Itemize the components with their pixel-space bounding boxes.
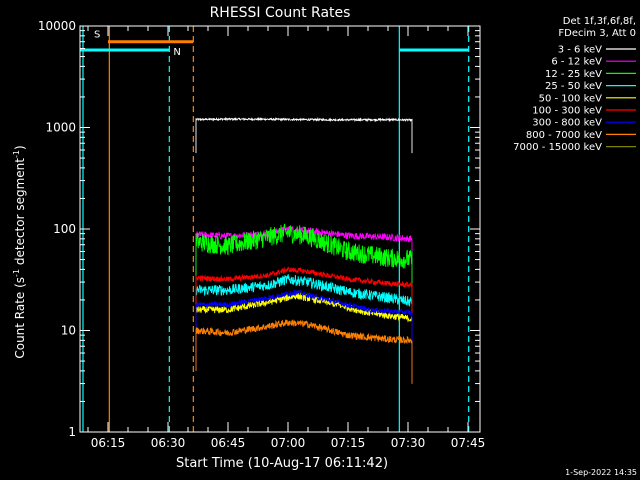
legend-label: 25 - 50 keV [545, 81, 602, 92]
series-line-8 [195, 319, 413, 384]
legend-label: 100 - 300 keV [532, 106, 602, 117]
series-line-1 [195, 116, 413, 154]
x-tick-label: 07:45 [451, 436, 486, 450]
legend-label: 6 - 12 keV [551, 57, 602, 68]
generation-timestamp: 1-Sep-2022 14:35 [565, 468, 637, 477]
chart-title: RHESSI Count Rates [210, 5, 351, 21]
y-tick-label: 10 [61, 324, 76, 338]
series-line-6 [195, 266, 413, 384]
y-tick-label: 10000 [38, 19, 76, 33]
legend-label: 7000 - 15000 keV [513, 142, 602, 153]
series-line-3 [195, 223, 413, 384]
legend-label: 12 - 25 keV [545, 69, 602, 80]
y-tick-label: 1000 [45, 121, 76, 135]
series-line-5 [195, 292, 413, 384]
x-tick-label: 06:15 [91, 436, 126, 450]
legend-header: FDecim 3, Att 0 [558, 28, 636, 39]
flag-label-S: S [94, 30, 100, 41]
legend-label: 300 - 800 keV [532, 118, 602, 129]
series-line-7 [195, 289, 413, 384]
x-axis-label: Start Time (10-Aug-17 06:11:42) [176, 456, 388, 471]
axes-layer: 1 10 100 1000 10000 06:15 06:30 06:45 07:00 07:15… [38, 19, 485, 450]
x-tick-label: 07:00 [271, 436, 306, 450]
series-line-4 [195, 274, 413, 384]
data-layer: SN [80, 26, 470, 432]
legend-label: 3 - 6 keV [558, 45, 602, 56]
legend: Det 1f,3f,6f,8f,FDecim 3, Att 0 3 - 6 keV… [513, 16, 636, 153]
legend-label: 50 - 100 keV [539, 93, 603, 104]
x-tick-label: 06:30 [151, 436, 186, 450]
y-tick-label: 1 [68, 425, 76, 439]
x-tick-label: 07:15 [331, 436, 366, 450]
y-axis-label: Count Rate (s-1 detector segment-1) [12, 145, 27, 358]
y-tick-label: 100 [53, 222, 76, 236]
legend-label: 800 - 7000 keV [526, 130, 602, 141]
flag-label-N: N [173, 47, 180, 58]
x-tick-label: 07:30 [391, 436, 426, 450]
legend-header: Det 1f,3f,6f,8f, [563, 16, 636, 27]
x-tick-label: 06:45 [211, 436, 246, 450]
